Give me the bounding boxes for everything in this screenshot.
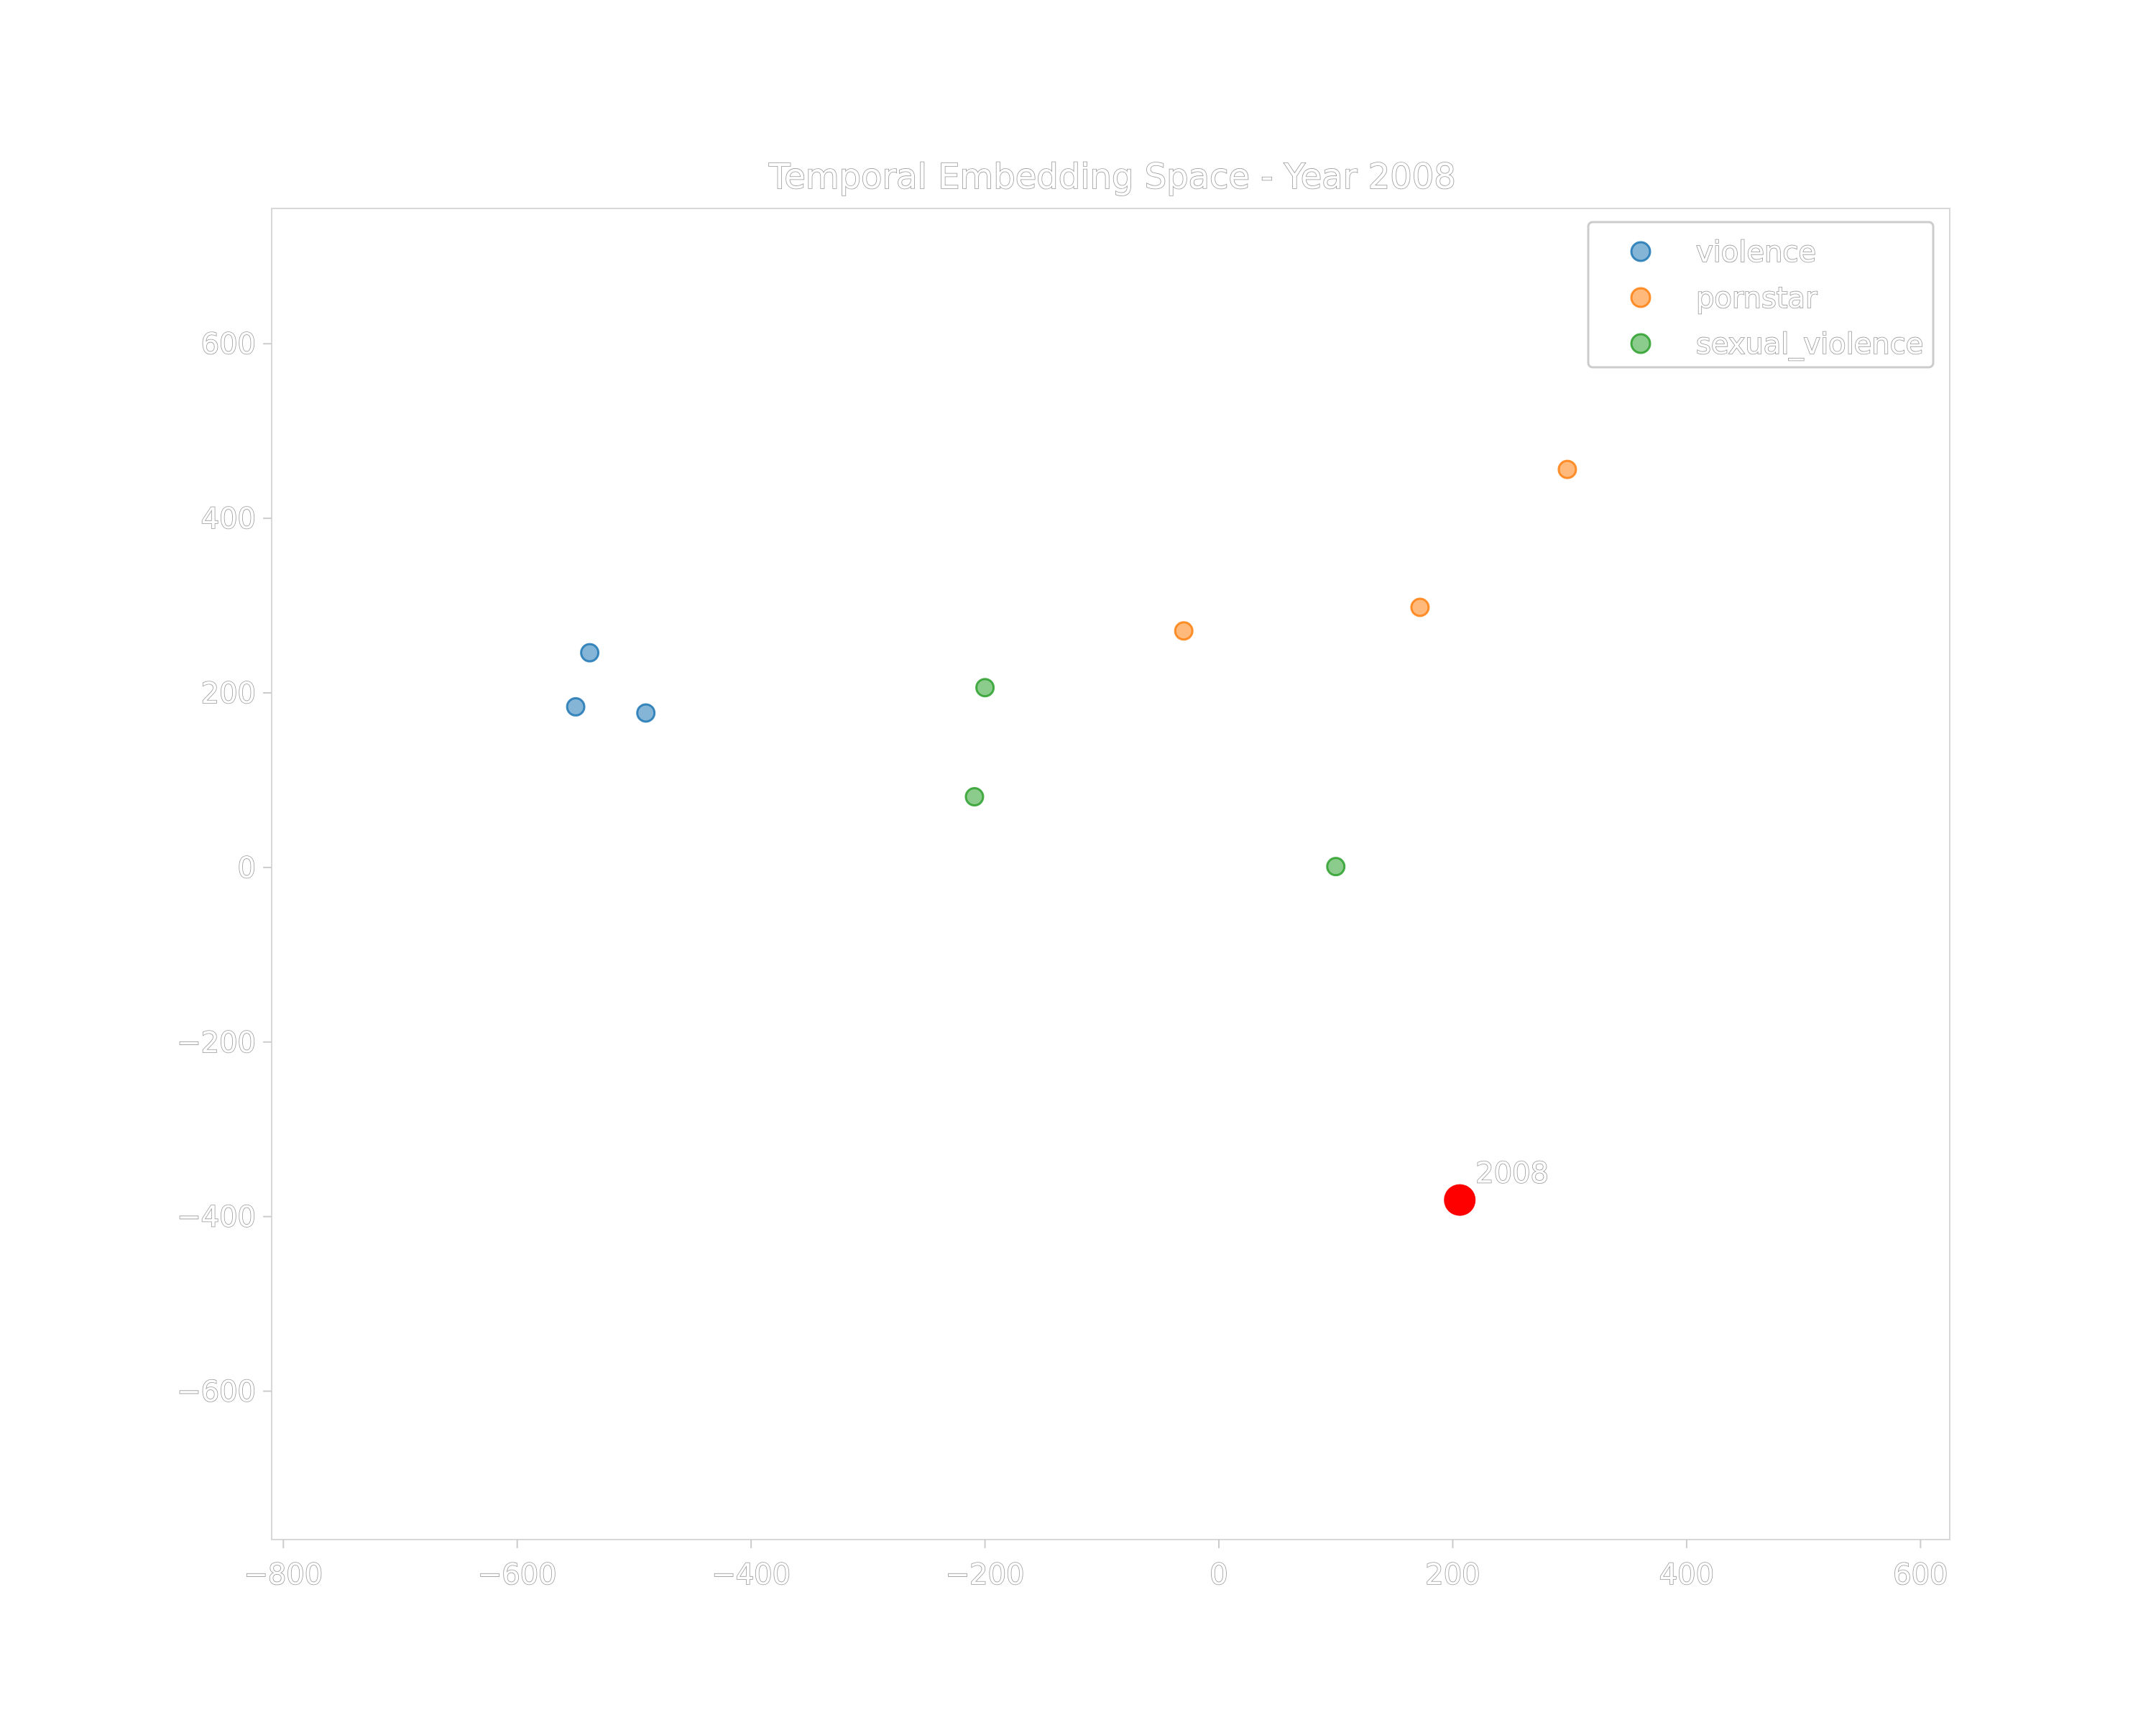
legend-marker [1630, 287, 1651, 308]
x-tick-label: −400 [711, 1558, 791, 1591]
data-point-violence [566, 696, 586, 717]
data-point-sexual-violence [975, 678, 995, 698]
y-tick-label: −400 [177, 1201, 256, 1234]
x-tick-label: −200 [946, 1558, 1025, 1591]
y-tick-label: 600 [201, 328, 256, 361]
x-tick-label: 200 [1425, 1558, 1480, 1591]
chart-title: Temporal Embedding Space - Year 2008 [768, 157, 1456, 197]
legend-box [1587, 221, 1935, 369]
data-point-violence [636, 703, 656, 723]
plot-frame [271, 208, 1950, 1540]
x-tick-label: 600 [1893, 1558, 1948, 1591]
y-tick-label: −200 [177, 1026, 256, 1059]
data-point-pornstar [1557, 459, 1577, 479]
x-tick-label: −600 [478, 1558, 557, 1591]
legend-label: pornstar [1696, 282, 1818, 315]
data-points [566, 459, 1577, 877]
y-tick-label: 400 [201, 502, 256, 535]
x-tick-label: −800 [244, 1558, 323, 1591]
legend-label: violence [1696, 236, 1816, 269]
y-tick-label: 0 [238, 852, 256, 885]
data-point-sexual-violence [1326, 857, 1346, 877]
data-point-pornstar [1410, 597, 1430, 617]
data-point-pornstar [1174, 621, 1194, 641]
legend-marker [1630, 241, 1651, 262]
x-tick-label: 400 [1659, 1558, 1714, 1591]
x-tick-label: 0 [1210, 1558, 1227, 1591]
y-axis: −600 −400 −200 0 200 400 600 [176, 327, 272, 1409]
y-tick-label: −600 [177, 1376, 256, 1409]
y-tick-label: 200 [201, 677, 256, 710]
x-axis: −800 −600 −400 −200 0 200 400 600 [244, 1540, 1948, 1592]
highlight-point [1444, 1184, 1476, 1216]
data-point-violence [580, 643, 600, 663]
data-point-sexual-violence [964, 787, 985, 807]
highlight-label: 2008 [1475, 1157, 1549, 1190]
legend-label: sexual_violence [1696, 328, 1923, 361]
highlight-layer: 2008 [1444, 1156, 1549, 1216]
legend: violence pornstar sexual_violence [1587, 221, 1935, 369]
legend-marker [1630, 333, 1651, 354]
